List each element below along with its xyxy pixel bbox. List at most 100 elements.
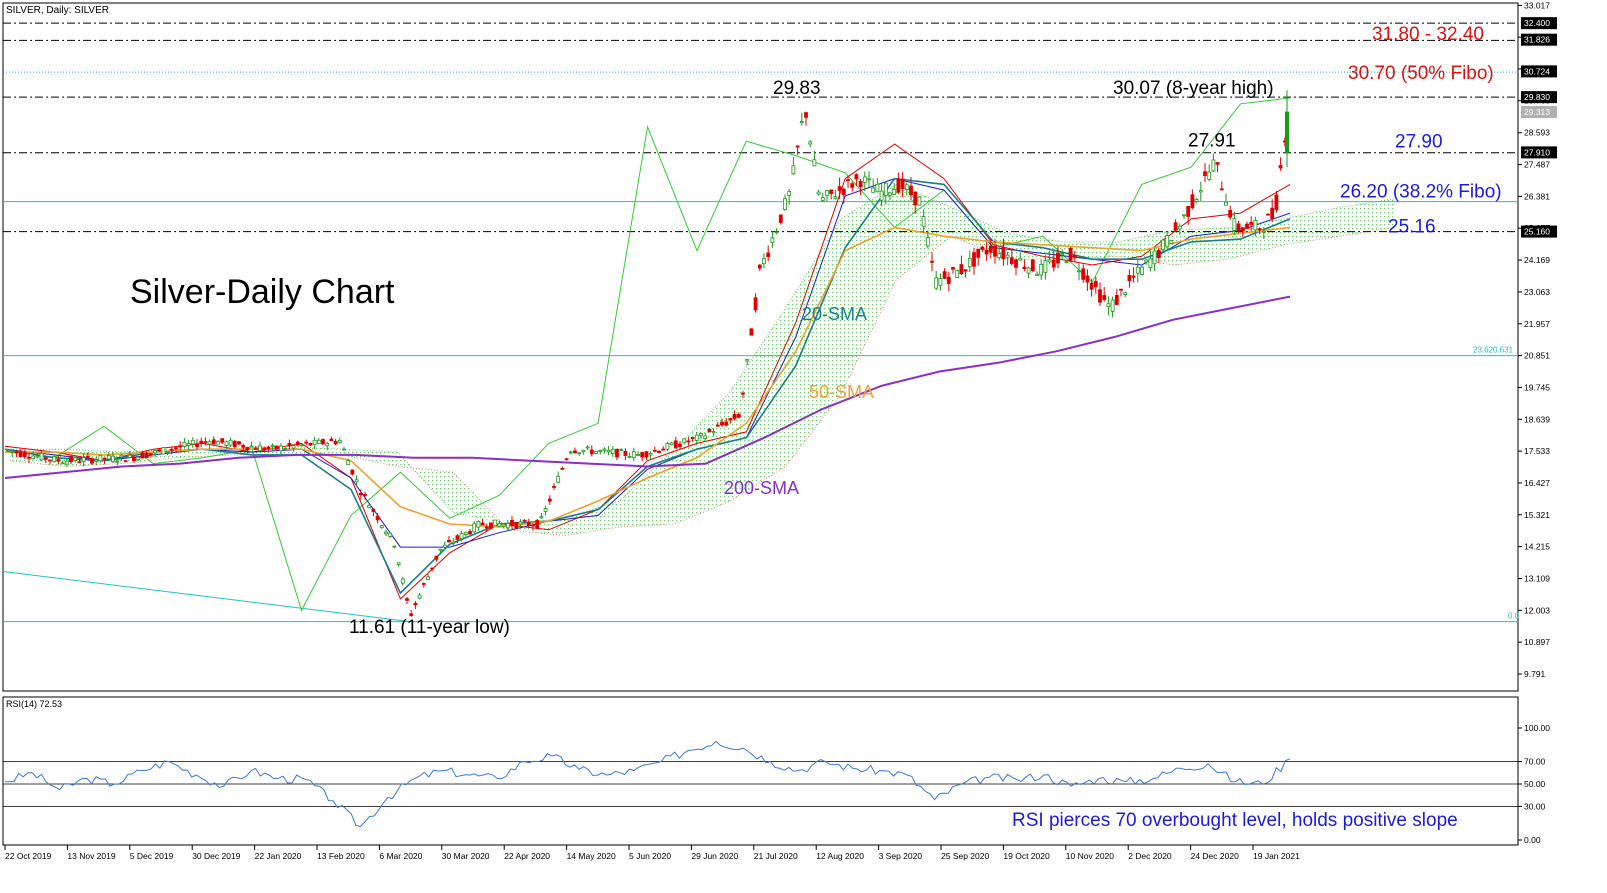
candle bbox=[1093, 276, 1098, 294]
candle bbox=[1190, 189, 1195, 210]
candle bbox=[140, 452, 145, 459]
candle-body bbox=[207, 441, 212, 445]
candle bbox=[993, 238, 997, 264]
candle bbox=[585, 445, 590, 451]
candle bbox=[946, 271, 951, 292]
candle-body bbox=[484, 526, 489, 529]
price-badge-label: 29.313 bbox=[1524, 107, 1550, 117]
candle-body bbox=[266, 446, 271, 450]
candle bbox=[1035, 271, 1039, 276]
candle bbox=[232, 439, 237, 449]
candle bbox=[631, 447, 636, 462]
candle-body bbox=[295, 441, 300, 446]
candle-body bbox=[619, 449, 624, 451]
candle-body bbox=[81, 457, 86, 462]
candle-body bbox=[581, 449, 586, 453]
candle bbox=[980, 245, 985, 252]
time-tick-label: 10 Nov 2020 bbox=[1066, 851, 1114, 861]
annotation-label: 27.91 bbox=[1188, 130, 1236, 151]
candle-body bbox=[237, 441, 241, 445]
candle bbox=[266, 445, 271, 453]
candle-body bbox=[967, 257, 972, 268]
candle-body bbox=[610, 449, 615, 454]
candle-body bbox=[648, 453, 653, 456]
cloud-area bbox=[10, 184, 1395, 536]
candle bbox=[913, 191, 918, 214]
rsi-tick-label: 100.00 bbox=[1524, 723, 1550, 733]
rsi-plot-frame bbox=[2, 696, 1519, 846]
candle bbox=[157, 448, 162, 453]
candle bbox=[1068, 247, 1073, 263]
candle-body bbox=[980, 246, 985, 250]
candle bbox=[720, 418, 724, 427]
price-tick-label: 28.593 bbox=[1524, 128, 1550, 138]
candle-body bbox=[707, 428, 712, 433]
candle bbox=[837, 177, 842, 199]
candle-body bbox=[531, 524, 535, 527]
candle bbox=[1064, 259, 1069, 264]
candle-body bbox=[850, 183, 855, 188]
candle-body bbox=[1285, 111, 1289, 154]
rsi-label: RSI(14) 72.53 bbox=[6, 699, 62, 709]
candle bbox=[1135, 260, 1140, 283]
candle-body bbox=[1215, 162, 1220, 165]
price-badge-bg bbox=[1521, 225, 1557, 238]
candle-body bbox=[711, 431, 716, 434]
candle bbox=[199, 437, 204, 448]
candle-body bbox=[1161, 239, 1165, 250]
candle bbox=[690, 436, 695, 442]
candle-body bbox=[106, 455, 111, 460]
candle-body bbox=[148, 453, 153, 455]
candle bbox=[930, 252, 934, 272]
candle bbox=[1165, 231, 1170, 251]
price-tick-label: 16.427 bbox=[1524, 478, 1550, 488]
candle bbox=[1110, 296, 1115, 318]
candle-body bbox=[224, 441, 229, 446]
candle bbox=[468, 528, 472, 535]
candle-body bbox=[190, 439, 195, 445]
candle-body bbox=[346, 460, 351, 466]
candle-body bbox=[52, 456, 57, 463]
candle-body bbox=[535, 520, 540, 529]
candle bbox=[161, 447, 166, 455]
candle-body bbox=[766, 252, 771, 258]
candle-body bbox=[136, 456, 141, 460]
candle bbox=[442, 541, 447, 548]
price-tick-label: 14.215 bbox=[1524, 542, 1550, 552]
candle-body bbox=[934, 277, 939, 289]
candle bbox=[1245, 221, 1249, 229]
candle-body bbox=[1144, 259, 1149, 263]
candle-body bbox=[316, 439, 321, 444]
candle bbox=[791, 157, 796, 175]
candle-body bbox=[825, 190, 829, 196]
candle-body bbox=[1228, 209, 1233, 218]
candle bbox=[85, 452, 90, 460]
candle bbox=[203, 437, 208, 446]
candle bbox=[1102, 287, 1107, 302]
candle bbox=[90, 457, 94, 465]
candle bbox=[1106, 296, 1111, 316]
candle-body bbox=[1039, 263, 1044, 276]
candle bbox=[766, 245, 771, 262]
candle-body bbox=[930, 260, 934, 263]
candle bbox=[337, 437, 342, 444]
price-badge-bg bbox=[1521, 65, 1557, 78]
candle bbox=[115, 457, 120, 466]
price-tick-label: 9.791 bbox=[1524, 669, 1546, 679]
candle bbox=[606, 445, 611, 456]
candle-body bbox=[854, 174, 859, 180]
candle bbox=[1266, 213, 1270, 216]
candle-body bbox=[1072, 255, 1077, 258]
candle-body bbox=[405, 598, 409, 601]
candle bbox=[774, 228, 779, 235]
candle-body bbox=[174, 447, 178, 450]
candle bbox=[904, 182, 909, 196]
candle bbox=[60, 460, 65, 465]
candle bbox=[1148, 250, 1153, 272]
candle bbox=[14, 450, 19, 457]
candle bbox=[636, 451, 640, 456]
candle-body bbox=[749, 328, 754, 336]
candle-body bbox=[909, 185, 913, 196]
candle bbox=[1030, 258, 1035, 273]
